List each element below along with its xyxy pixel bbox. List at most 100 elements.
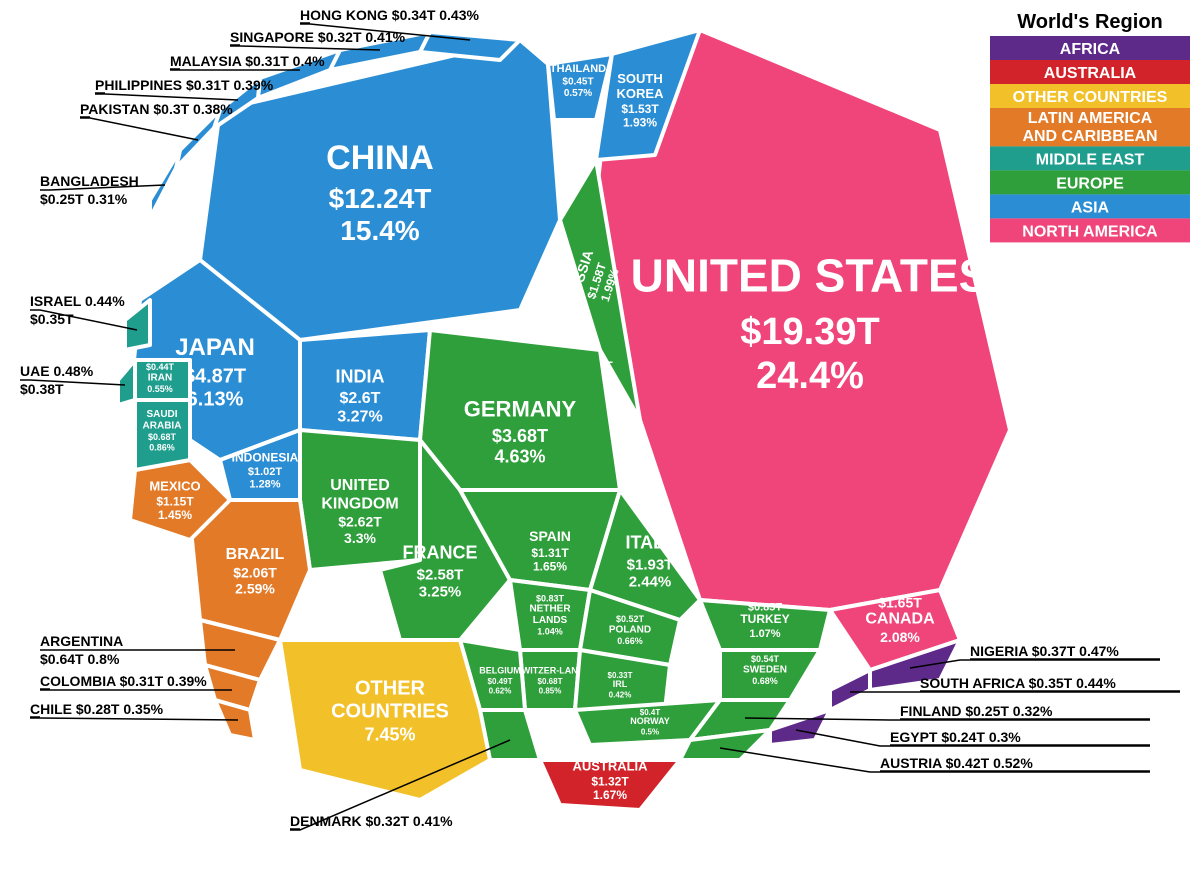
svg-text:OTHER COUNTRIES: OTHER COUNTRIES	[1013, 89, 1168, 106]
svg-text:2.08%: 2.08%	[880, 629, 920, 645]
svg-text:$0.35T: $0.35T	[30, 311, 74, 327]
svg-text:MEXICO: MEXICO	[149, 478, 200, 493]
svg-text:$3.68T: $3.68T	[492, 426, 548, 446]
svg-text:$0.25T 0.31%: $0.25T 0.31%	[40, 191, 128, 207]
svg-text:COLOMBIA $0.31T 0.39%: COLOMBIA $0.31T 0.39%	[40, 673, 207, 689]
svg-text:1.67%: 1.67%	[593, 788, 627, 802]
cell-netherlands: $0.83TNETHERLANDS1.04%	[510, 580, 590, 650]
cell-india: INDIA $2.6T 3.27%	[300, 330, 430, 440]
svg-text:AUSTRALIA: AUSTRALIA	[1044, 65, 1137, 82]
svg-text:ITALY: ITALY	[625, 533, 674, 553]
svg-text:$1.53T: $1.53T	[621, 102, 659, 116]
svg-text:JAPAN: JAPAN	[175, 334, 255, 361]
svg-text:MIDDLE EAST: MIDDLE EAST	[1036, 151, 1145, 168]
svg-text:OTHER: OTHER	[355, 678, 426, 700]
svg-text:3.27%: 3.27%	[337, 409, 382, 426]
svg-text:$2.58T: $2.58T	[417, 566, 464, 583]
svg-text:INDIA: INDIA	[336, 366, 385, 386]
svg-text:IRAN: IRAN	[148, 372, 172, 383]
svg-text:SINGAPORE $0.32T 0.41%: SINGAPORE $0.32T 0.41%	[230, 29, 406, 45]
svg-text:LANDS: LANDS	[533, 615, 568, 626]
svg-text:ASIA: ASIA	[1071, 199, 1110, 216]
svg-text:AFRICA: AFRICA	[1060, 41, 1121, 58]
svg-text:UAE 0.48%: UAE 0.48%	[20, 363, 94, 379]
svg-text:0.55%: 0.55%	[147, 384, 173, 394]
svg-text:UNITED: UNITED	[330, 477, 390, 494]
svg-text:1.65%: 1.65%	[533, 560, 567, 574]
svg-text:$1.32T: $1.32T	[591, 774, 629, 788]
svg-text:HONG KONG $0.34T 0.43%: HONG KONG $0.34T 0.43%	[300, 7, 480, 23]
svg-text:SPAIN: SPAIN	[529, 528, 571, 544]
svg-text:$1.15T: $1.15T	[156, 494, 194, 508]
svg-text:POLAND: POLAND	[609, 624, 651, 635]
svg-text:2.59%: 2.59%	[235, 581, 275, 597]
svg-text:0.5%: 0.5%	[641, 727, 659, 736]
svg-text:NORWAY: NORWAY	[630, 716, 670, 726]
svg-text:CANADA: CANADA	[865, 610, 935, 627]
svg-text:$0.44T: $0.44T	[146, 362, 175, 372]
svg-text:$0.83T: $0.83T	[536, 593, 565, 603]
svg-text:FRANCE: FRANCE	[403, 543, 478, 563]
svg-text:UNITED STATES: UNITED STATES	[631, 249, 990, 301]
svg-text:BANGLADESH: BANGLADESH	[40, 173, 139, 189]
svg-text:EUROPE: EUROPE	[1056, 175, 1124, 192]
svg-text:THAILAND: THAILAND	[550, 63, 606, 75]
svg-text:$0.49T: $0.49T	[488, 677, 513, 686]
cell-saudi: SAUDIARABIA$0.68T0.86%	[135, 400, 190, 470]
svg-text:NETHER: NETHER	[529, 604, 571, 615]
svg-text:3.3%: 3.3%	[344, 530, 376, 546]
svg-text:1.28%: 1.28%	[249, 479, 280, 491]
svg-text:$12.24T: $12.24T	[329, 183, 432, 214]
svg-text:0.42%: 0.42%	[609, 690, 632, 699]
svg-text:TURKEY: TURKEY	[740, 612, 789, 626]
svg-text:CHINA: CHINA	[326, 139, 434, 177]
svg-text:$4.87T: $4.87T	[184, 365, 246, 387]
svg-text:$1.02T: $1.02T	[248, 466, 283, 478]
svg-text:BRAZIL: BRAZIL	[226, 546, 285, 563]
svg-text:$1.31T: $1.31T	[531, 546, 569, 560]
svg-text:SOUTH AFRICA $0.35T 0.44%: SOUTH AFRICA $0.35T 0.44%	[920, 675, 1116, 691]
svg-text:$0.64T 0.8%: $0.64T 0.8%	[40, 651, 120, 667]
svg-text:$2.6T: $2.6T	[340, 390, 381, 407]
svg-text:EGYPT $0.24T 0.3%: EGYPT $0.24T 0.3%	[890, 729, 1021, 745]
svg-text:3.25%: 3.25%	[419, 584, 462, 601]
svg-text:SWITZER-LAND: SWITZER-LAND	[516, 666, 585, 676]
svg-text:6.13%: 6.13%	[187, 388, 244, 410]
svg-text:$0.54T: $0.54T	[751, 654, 780, 664]
svg-text:DENMARK $0.32T 0.41%: DENMARK $0.32T 0.41%	[290, 813, 453, 829]
svg-text:4.63%: 4.63%	[494, 446, 545, 466]
svg-text:CHILE $0.28T 0.35%: CHILE $0.28T 0.35%	[30, 701, 164, 717]
svg-text:$0.45T: $0.45T	[562, 77, 593, 88]
svg-text:AUSTRALIA: AUSTRALIA	[572, 758, 648, 773]
svg-text:0.86%: 0.86%	[149, 443, 175, 453]
svg-text:AND CARIBBEAN: AND CARIBBEAN	[1022, 128, 1157, 145]
svg-text:$19.39T: $19.39T	[740, 311, 879, 353]
svg-text:$0.38T: $0.38T	[20, 381, 64, 397]
legend: World's Region AFRICA AUSTRALIA OTHER COUNT…	[990, 11, 1190, 242]
svg-text:2.44%: 2.44%	[629, 574, 672, 591]
svg-text:ISRAEL 0.44%: ISRAEL 0.44%	[30, 293, 125, 309]
svg-text:LATIN AMERICA: LATIN AMERICA	[1028, 110, 1153, 127]
svg-text:0.68%: 0.68%	[752, 676, 778, 686]
svg-text:SWEDEN: SWEDEN	[743, 664, 787, 675]
svg-text:0.85%: 0.85%	[539, 686, 562, 695]
svg-text:NIGERIA $0.37T 0.47%: NIGERIA $0.37T 0.47%	[970, 643, 1119, 659]
svg-text:$1.65T: $1.65T	[878, 594, 922, 610]
legend-title: World's Region	[1017, 11, 1163, 33]
svg-text:PAKISTAN $0.3T 0.38%: PAKISTAN $0.3T 0.38%	[80, 101, 233, 117]
svg-text:KOREA: KOREA	[617, 86, 665, 101]
svg-text:$0.68T: $0.68T	[538, 677, 563, 686]
svg-text:15.4%: 15.4%	[340, 215, 419, 246]
cell-germany: GERMANY$3.68T4.63%	[420, 330, 620, 490]
svg-text:1.04%: 1.04%	[537, 627, 563, 637]
svg-text:1.93%: 1.93%	[623, 116, 657, 130]
svg-text:PHILIPPINES $0.31T 0.39%: PHILIPPINES $0.31T 0.39%	[95, 77, 274, 93]
svg-text:0.66%: 0.66%	[617, 636, 643, 646]
svg-text:NORTH AMERICA: NORTH AMERICA	[1022, 223, 1158, 240]
svg-text:INDONESIA: INDONESIA	[232, 450, 299, 464]
svg-text:IRL: IRL	[613, 679, 628, 689]
svg-text:SAUDI: SAUDI	[146, 409, 177, 420]
svg-text:24.4%: 24.4%	[756, 355, 864, 397]
svg-text:FINLAND $0.25T 0.32%: FINLAND $0.25T 0.32%	[900, 703, 1053, 719]
svg-text:$2.06T: $2.06T	[233, 565, 277, 581]
